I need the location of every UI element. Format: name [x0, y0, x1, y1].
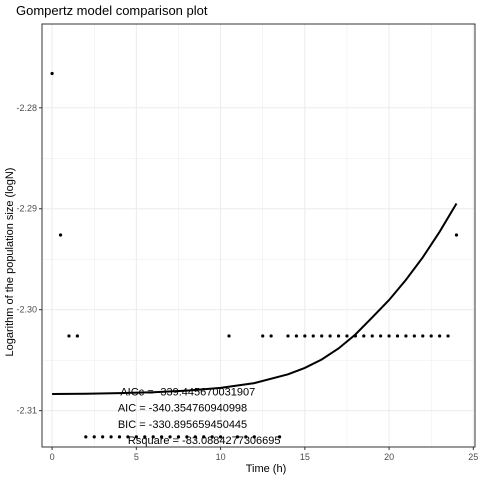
- data-point: [235, 435, 240, 439]
- data-point: [370, 334, 374, 338]
- model-annotations: AICc = -339.445670031907 AIC = -340.35476…: [118, 386, 281, 446]
- data-point: [134, 435, 138, 439]
- data-point: [429, 334, 433, 338]
- data-point: [160, 435, 164, 439]
- y-tick-label: -2.30: [16, 305, 37, 315]
- data-point: [252, 435, 256, 439]
- data-point: [227, 334, 231, 338]
- data-point: [311, 334, 315, 338]
- data-point: [286, 334, 290, 338]
- data-points: [50, 71, 459, 439]
- data-point: [379, 334, 383, 338]
- x-tick-label: 0: [50, 452, 55, 462]
- data-point: [109, 435, 113, 439]
- data-point: [151, 435, 155, 439]
- x-tick-label: 25: [468, 452, 478, 462]
- data-point: [67, 334, 71, 338]
- model-curve-layer: [52, 202, 458, 395]
- x-tick-label: 20: [384, 452, 394, 462]
- data-point: [353, 334, 357, 338]
- data-point: [387, 334, 391, 338]
- data-point: [75, 334, 79, 338]
- data-point: [454, 233, 459, 237]
- data-point: [92, 435, 96, 439]
- data-point: [438, 334, 442, 338]
- data-point: [446, 334, 450, 338]
- data-point: [404, 334, 408, 338]
- y-axis-title: Logarithm of the population size (logN): [4, 168, 16, 357]
- data-point: [101, 435, 105, 439]
- data-point: [58, 233, 63, 237]
- data-point: [328, 334, 332, 338]
- data-point: [269, 334, 273, 338]
- x-tick-label: 15: [300, 452, 310, 462]
- data-point: [294, 334, 299, 338]
- x-axis-title: Time (h): [246, 463, 287, 475]
- data-point: [412, 334, 416, 338]
- annotation-2: BIC = -330.895659450445: [118, 419, 247, 431]
- data-point: [303, 334, 307, 338]
- data-point: [202, 435, 206, 439]
- y-tick-label: -2.29: [16, 204, 37, 214]
- annotation-1: AIC = -340.354760940998: [118, 403, 247, 415]
- data-point: [277, 435, 282, 439]
- x-tick-label: 5: [134, 452, 139, 462]
- data-point: [320, 334, 324, 338]
- data-point: [176, 435, 181, 439]
- x-axis-ticks: 0 5 10 15 20 25: [50, 447, 478, 462]
- x-tick-label: 10: [216, 452, 226, 462]
- data-point: [126, 435, 130, 439]
- data-point: [185, 435, 189, 439]
- data-point: [117, 435, 122, 439]
- panel-border: [41, 23, 476, 448]
- data-point: [395, 334, 400, 338]
- data-point: [84, 435, 88, 439]
- data-point: [210, 435, 214, 439]
- data-point: [50, 71, 54, 76]
- data-point: [261, 334, 265, 338]
- gompertz-fit-curve: [52, 202, 458, 395]
- annotation-0: AICc = -339.445670031907: [120, 386, 255, 398]
- data-point: [168, 435, 172, 439]
- gridlines: [42, 24, 475, 447]
- annotation-3: Rsquare = -83.0884277306695: [128, 435, 281, 447]
- chart-title: Gompertz model comparison plot: [16, 3, 208, 18]
- data-point: [218, 435, 223, 439]
- y-tick-label: -2.31: [16, 406, 37, 416]
- y-tick-label: -2.28: [16, 103, 37, 113]
- y-axis-ticks: -2.31 -2.30 -2.29 -2.28: [16, 103, 42, 416]
- data-point: [336, 334, 341, 338]
- data-point: [143, 435, 147, 439]
- data-point: [362, 334, 366, 338]
- data-point: [345, 334, 349, 338]
- data-point: [193, 435, 197, 439]
- data-point: [421, 334, 425, 338]
- data-point: [244, 435, 248, 439]
